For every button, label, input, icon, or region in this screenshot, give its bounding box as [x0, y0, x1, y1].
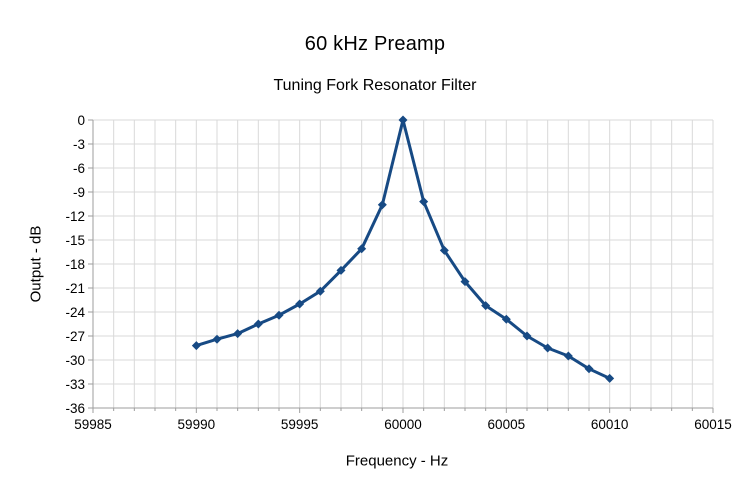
y-tick-label: -3 — [73, 137, 85, 152]
data-point-marker — [315, 286, 325, 296]
data-point-marker — [295, 299, 305, 309]
x-axis-title: Frequency - Hz — [345, 452, 449, 470]
chart-title: 60 kHz Preamp — [304, 33, 446, 55]
y-tick-label: -6 — [73, 161, 85, 176]
x-tick-label: 59985 — [74, 417, 112, 432]
series-output---db — [191, 115, 615, 383]
data-point-marker — [439, 245, 449, 255]
data-point-marker — [233, 329, 243, 339]
chart-subtitle: Tuning Fork Resonator Filter — [273, 77, 477, 94]
x-tick-label: 59995 — [281, 417, 319, 432]
y-tick-label: -12 — [65, 209, 85, 224]
x-tick-label: 60000 — [384, 417, 422, 432]
data-point-marker — [584, 364, 594, 374]
y-tick-label: 0 — [77, 113, 85, 128]
y-tick-label: -33 — [65, 377, 85, 392]
data-point-marker — [460, 277, 470, 287]
data-point-marker — [377, 200, 387, 210]
y-tick-label: -30 — [65, 353, 85, 368]
y-tick-label: -21 — [65, 281, 85, 296]
x-ticks: 59985 59990 59995 60000 60005 60010 60015 — [74, 408, 732, 432]
y-tick-label: -24 — [65, 305, 85, 320]
data-point-marker — [522, 331, 532, 341]
data-point-marker — [253, 319, 263, 329]
x-tick-label: 60015 — [694, 417, 732, 432]
data-point-marker — [563, 351, 573, 361]
x-tick-label: 60010 — [591, 417, 629, 432]
x-tick-label: 59990 — [178, 417, 216, 432]
y-tick-label: -27 — [65, 329, 85, 344]
x-tick-label: 60005 — [488, 417, 526, 432]
data-point-marker — [543, 343, 553, 353]
data-point-marker — [357, 244, 367, 254]
data-point-marker — [191, 341, 201, 351]
y-ticks: 0 -3 -6 -9 -12 -15 -18 -21 -24 -27 -30 -33 -36 — [65, 113, 93, 416]
data-point-marker — [481, 301, 491, 311]
data-point-marker — [501, 314, 511, 324]
y-tick-label: -36 — [65, 401, 85, 416]
data-point-marker — [398, 115, 408, 125]
y-tick-label: -18 — [65, 257, 85, 272]
data-point-marker — [605, 373, 615, 383]
y-tick-label: -9 — [73, 185, 85, 200]
y-gridlines — [93, 119, 713, 385]
data-point-marker — [212, 334, 222, 344]
data-point-marker — [419, 197, 429, 207]
data-point-marker — [274, 310, 284, 320]
data-point-marker — [336, 265, 346, 275]
y-tick-label: -15 — [65, 233, 85, 248]
